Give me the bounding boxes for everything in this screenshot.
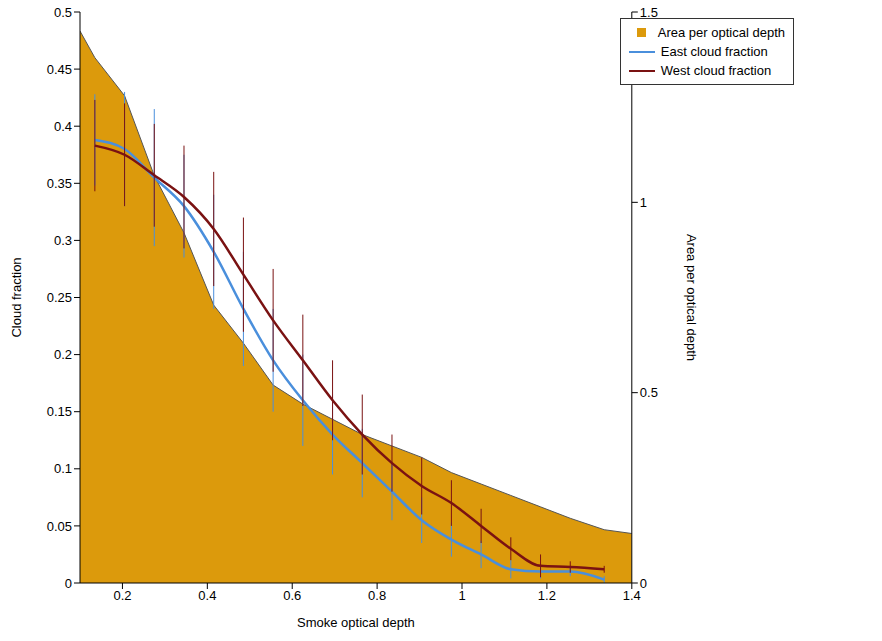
svg-text:1.4: 1.4 bbox=[623, 588, 641, 603]
svg-text:1.5: 1.5 bbox=[640, 5, 658, 20]
svg-text:0.35: 0.35 bbox=[47, 176, 72, 191]
svg-text:0: 0 bbox=[640, 576, 647, 591]
html-text:East cloud fraction: East cloud fraction bbox=[660, 44, 768, 59]
html-text:Area per optical depth: Area per optical depth bbox=[657, 25, 785, 40]
svg-text:1: 1 bbox=[458, 588, 465, 603]
svg-text:0.8: 0.8 bbox=[368, 588, 386, 603]
svg-text:0.25: 0.25 bbox=[47, 290, 72, 305]
svg-text:0.05: 0.05 bbox=[47, 519, 72, 534]
svg-text:0.2: 0.2 bbox=[54, 347, 72, 362]
svg-text:0.15: 0.15 bbox=[47, 404, 72, 419]
svg-text:1.2: 1.2 bbox=[538, 588, 556, 603]
svg-text:0.4: 0.4 bbox=[198, 588, 216, 603]
svg-text:0.3: 0.3 bbox=[54, 233, 72, 248]
svg-text:1: 1 bbox=[640, 195, 647, 210]
svg-text:0.5: 0.5 bbox=[54, 5, 72, 20]
svg-text:Area per optical depth: Area per optical depth bbox=[684, 234, 699, 361]
svg-text:0.1: 0.1 bbox=[54, 461, 72, 476]
svg-text:0.5: 0.5 bbox=[640, 385, 658, 400]
svg-text:0.2: 0.2 bbox=[113, 588, 131, 603]
svg-text:0.4: 0.4 bbox=[54, 119, 72, 134]
svg-text:0.45: 0.45 bbox=[47, 62, 72, 77]
svg-text:0.6: 0.6 bbox=[283, 588, 301, 603]
svg-text:Smoke optical depth: Smoke optical depth bbox=[297, 615, 415, 630]
svg-text:0: 0 bbox=[65, 576, 72, 591]
html-text:West cloud fraction: West cloud fraction bbox=[660, 63, 772, 78]
svg-text:Cloud fraction: Cloud fraction bbox=[9, 257, 24, 337]
